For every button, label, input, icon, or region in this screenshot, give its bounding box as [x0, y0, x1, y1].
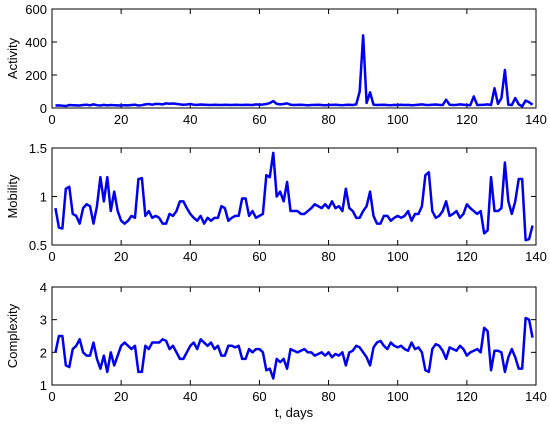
y-tick-label: 1.5 — [29, 141, 47, 156]
y-axis-label: Complexity — [5, 303, 20, 368]
x-tick-label: 120 — [456, 112, 478, 127]
y-axis-label: Activity — [5, 37, 20, 79]
x-axis-label: t, days — [275, 405, 314, 420]
x-tick-label: 80 — [321, 389, 335, 404]
x-tick-label: 140 — [525, 112, 547, 127]
y-tick-label: 200 — [25, 68, 47, 83]
x-tick-label: 80 — [321, 249, 335, 264]
y-tick-label: 1 — [40, 190, 47, 205]
x-tick-label: 100 — [387, 389, 409, 404]
x-tick-label: 100 — [387, 249, 409, 264]
x-tick-label: 120 — [456, 389, 478, 404]
data-line — [54, 151, 534, 242]
x-tick-label: 60 — [252, 112, 266, 127]
plot-box — [51, 147, 537, 246]
y-tick-label: 2 — [40, 345, 47, 360]
x-tick-label: 40 — [183, 112, 197, 127]
x-tick-label: 140 — [525, 249, 547, 264]
x-tick-label: 0 — [48, 389, 55, 404]
x-tick-label: 0 — [48, 112, 55, 127]
y-tick-label: 4 — [40, 280, 47, 295]
x-tick-label: 20 — [114, 112, 128, 127]
y-tick-label: 0.5 — [29, 238, 47, 253]
x-tick-label: 60 — [252, 389, 266, 404]
plot-box — [51, 286, 537, 386]
x-tick-label: 0 — [48, 249, 55, 264]
x-tick-label: 20 — [114, 249, 128, 264]
x-tick-label: 20 — [114, 389, 128, 404]
y-tick-label: 0 — [40, 101, 47, 116]
data-line — [54, 316, 534, 380]
x-tick-label: 120 — [456, 249, 478, 264]
x-tick-label: 60 — [252, 249, 266, 264]
x-tick-label: 40 — [183, 249, 197, 264]
y-tick-label: 600 — [25, 2, 47, 17]
x-tick-label: 80 — [321, 112, 335, 127]
plot-box — [51, 8, 537, 109]
y-axis-label: Mobility — [5, 174, 20, 219]
x-tick-label: 140 — [525, 389, 547, 404]
y-tick-label: 3 — [40, 313, 47, 328]
y-tick-label: 1 — [40, 378, 47, 393]
y-tick-label: 400 — [25, 35, 47, 50]
x-tick-label: 40 — [183, 389, 197, 404]
data-line — [55, 34, 534, 108]
x-tick-label: 100 — [387, 112, 409, 127]
